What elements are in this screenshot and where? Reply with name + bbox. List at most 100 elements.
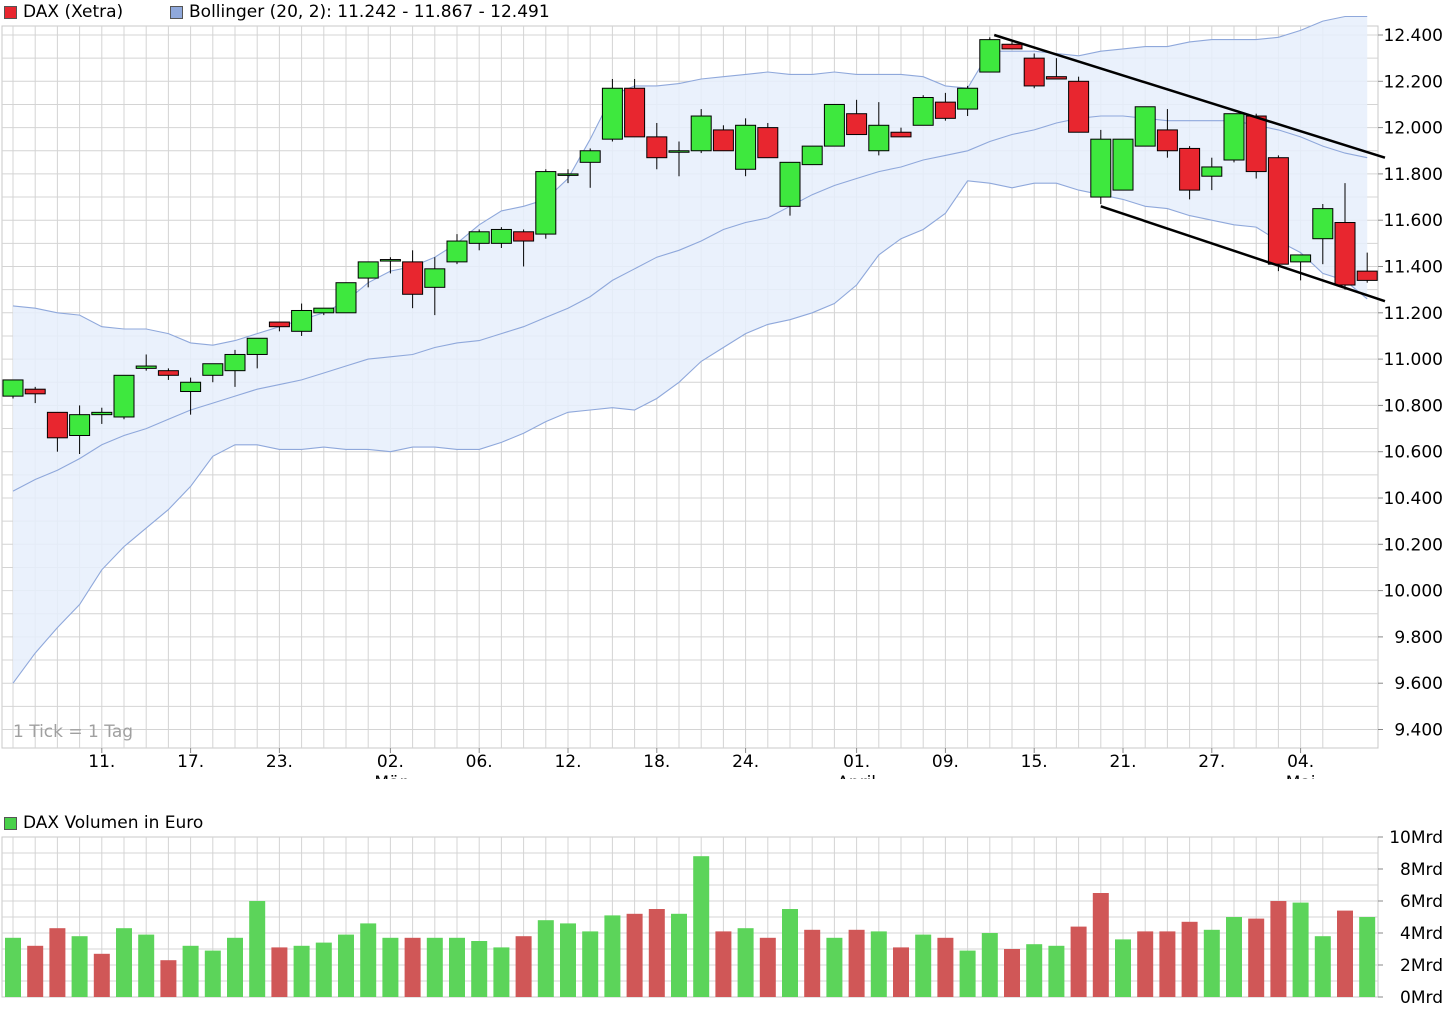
volume-bar	[848, 929, 865, 997]
x-tick-label: 11.	[88, 752, 115, 772]
x-tick-label: 02.	[377, 752, 404, 772]
candle	[535, 169, 557, 239]
y-tick-label: 10.600	[1384, 443, 1443, 463]
candle-body	[1090, 138, 1112, 198]
candle-body	[91, 411, 113, 416]
volume-bar	[1226, 917, 1242, 997]
candle-body	[202, 363, 224, 376]
candle-body	[1334, 222, 1356, 286]
candle	[335, 282, 357, 314]
candle-body	[1267, 157, 1289, 265]
candle	[646, 122, 668, 170]
candle	[1334, 183, 1356, 290]
bollinger-upper-line	[12, 15, 1368, 346]
volume-bar	[1026, 944, 1043, 997]
volume-bar	[959, 950, 976, 997]
volume-bar	[826, 937, 843, 997]
volume-bar	[1337, 910, 1353, 997]
bollinger-legend: Bollinger (20, 2): 11.242 - 11.867 - 12.…	[170, 2, 550, 22]
x-tick-label: 06.	[466, 752, 493, 772]
candle-body	[379, 259, 401, 262]
x-tick-label: 17.	[177, 752, 204, 772]
candle	[357, 261, 379, 288]
volume-bar	[293, 945, 310, 997]
volume-bar	[315, 942, 332, 997]
candle-body	[823, 103, 845, 147]
candle	[446, 234, 468, 265]
volume-bar	[893, 947, 909, 997]
volume-bar	[338, 934, 354, 997]
candle	[757, 122, 779, 159]
x-tick-label: 24.	[732, 752, 759, 772]
volume-bar	[1359, 917, 1376, 997]
x-tick-label: 04.	[1287, 752, 1314, 772]
candle	[1045, 58, 1067, 80]
candle-body	[135, 365, 157, 369]
price-legend: DAX (Xetra)	[4, 2, 123, 22]
x-tick-label: 01.	[843, 752, 870, 772]
bollinger-legend-swatch	[170, 5, 183, 19]
volume-y-tick-label: 0Mrd	[1400, 988, 1443, 1008]
volume-bar	[1048, 945, 1065, 997]
volume-bar	[537, 920, 554, 997]
candle	[91, 407, 113, 424]
volume-bar	[1292, 902, 1309, 997]
volume-bar	[1159, 931, 1176, 997]
volume-bar	[360, 923, 377, 997]
volume-bar	[5, 937, 21, 997]
month-label: April	[837, 773, 876, 793]
candle	[868, 102, 890, 156]
candle-body	[712, 129, 734, 152]
volume-bar	[1070, 926, 1087, 997]
volume-bar	[1004, 949, 1020, 997]
candle	[668, 141, 690, 177]
candle-body	[624, 87, 646, 138]
volume-bar	[249, 901, 266, 997]
x-tick-label: 21.	[1109, 752, 1136, 772]
candle	[246, 337, 268, 369]
price-legend-swatch	[4, 5, 17, 19]
candle	[1245, 113, 1267, 179]
candle-body	[490, 228, 512, 244]
y-tick-label: 12.200	[1384, 72, 1443, 92]
volume-y-tick-label: 10Mrd	[1389, 828, 1443, 848]
candle	[2, 379, 24, 399]
candle	[912, 95, 934, 126]
volume-bar	[182, 945, 199, 997]
y-tick-label: 10.400	[1384, 489, 1443, 509]
volume-y-tick-label: 4Mrd	[1400, 924, 1443, 944]
candle-body	[535, 171, 557, 235]
volume-bar	[981, 933, 998, 997]
candle	[779, 161, 801, 216]
candle	[157, 368, 179, 380]
candle	[180, 377, 202, 415]
y-tick-label: 9.400	[1394, 721, 1443, 741]
candle	[823, 103, 845, 147]
volume-bar	[582, 931, 599, 997]
volume-bar	[1115, 939, 1131, 997]
candle-body	[1134, 106, 1156, 147]
bollinger-area	[13, 16, 1368, 684]
candle	[202, 363, 224, 383]
volume-bar	[93, 953, 110, 997]
trend-lines	[993, 33, 1386, 303]
volume-y-tick-label: 8Mrd	[1400, 860, 1443, 880]
candle	[690, 109, 712, 154]
volume-bar	[138, 934, 155, 997]
volume-bar	[1092, 893, 1109, 997]
x-tick-label: 23.	[266, 752, 293, 772]
candle-body	[668, 150, 690, 153]
candle-body	[357, 261, 379, 279]
candle-body	[113, 374, 135, 418]
volume-bar	[449, 937, 465, 997]
candle	[224, 349, 246, 387]
price-legend-label: DAX (Xetra)	[23, 2, 124, 22]
bollinger-legend-label: Bollinger (20, 2): 11.242 - 11.867 - 12.…	[189, 2, 550, 22]
candle	[313, 307, 335, 316]
candle	[268, 321, 290, 332]
candle-body	[934, 101, 956, 119]
volume-y-tick-label: 6Mrd	[1400, 892, 1443, 912]
candle-body	[801, 145, 823, 166]
candle-body	[846, 113, 868, 136]
bollinger-lower-line	[12, 180, 1368, 684]
